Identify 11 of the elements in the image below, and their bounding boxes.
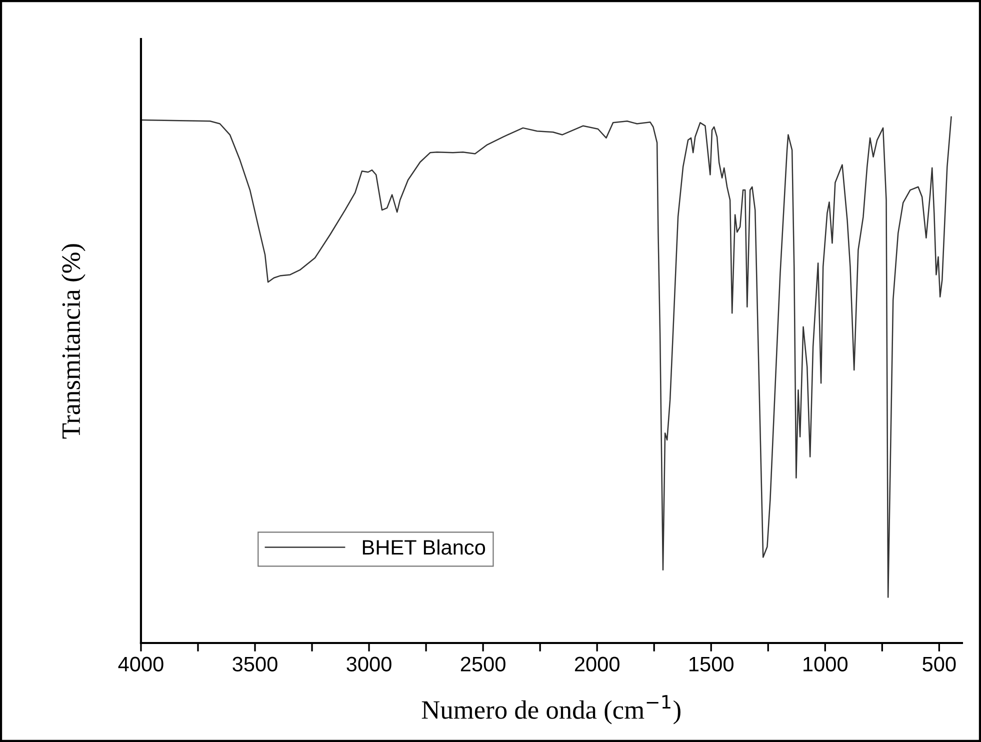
x-tick-label: 2000 xyxy=(574,656,620,672)
x-axis-title: Numero de onda (cm$^{−1}$) xyxy=(422,695,680,724)
x-tick-label: 500 xyxy=(922,656,956,672)
y-axis-title: Transmitancia (%) xyxy=(61,244,86,439)
x-tick-label: 1000 xyxy=(804,656,848,672)
legend-label: BHET Blanco xyxy=(362,539,486,555)
x-tick-label: 4000 xyxy=(118,656,164,672)
x-tick-label: 3500 xyxy=(232,656,278,672)
x-tick-label: 1500 xyxy=(690,656,734,672)
x-tick-label: 2500 xyxy=(460,656,506,672)
x-tick-label: 3000 xyxy=(346,656,392,672)
